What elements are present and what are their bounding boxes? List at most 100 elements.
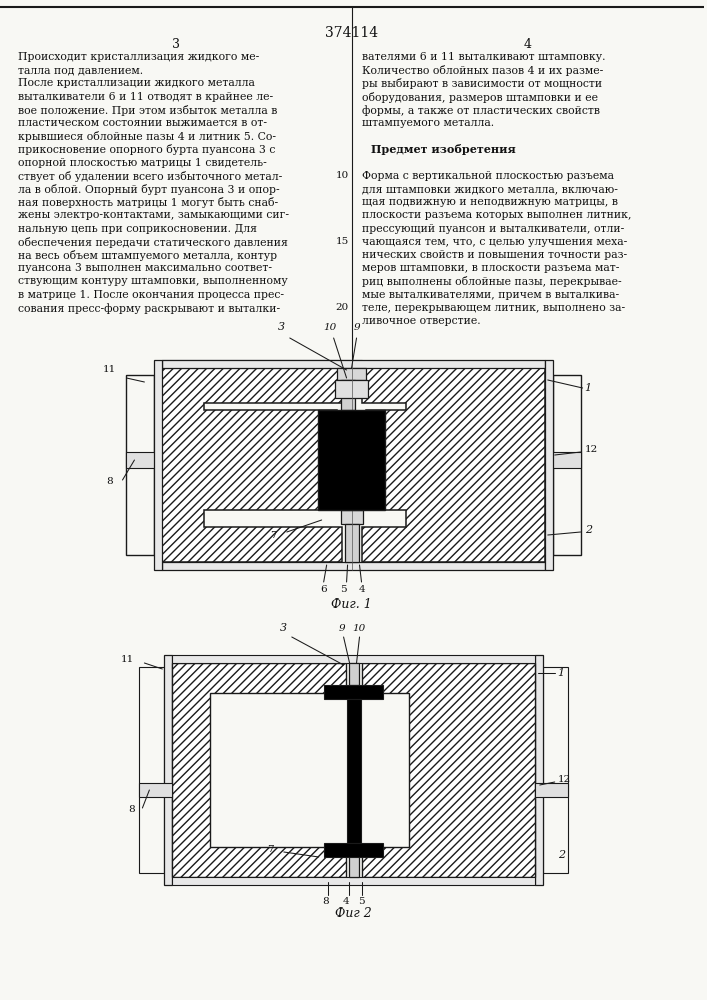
Bar [337, 368, 366, 380]
Text: Фиг. 1: Фиг. 1 [331, 598, 372, 611]
Polygon shape [361, 663, 534, 877]
Text: пуансона 3 выполнен максимально соответ-: пуансона 3 выполнен максимально соответ- [18, 263, 272, 273]
Text: 2: 2 [585, 525, 592, 535]
Text: 4: 4 [358, 585, 365, 594]
Text: 5: 5 [358, 897, 365, 906]
Text: 2: 2 [558, 850, 565, 860]
Text: 4: 4 [342, 897, 349, 906]
Text: 10: 10 [323, 323, 337, 332]
Text: вателями 6 и 11 выталкивают штамповку.: вателями 6 и 11 выталкивают штамповку. [361, 52, 605, 62]
Text: 5: 5 [340, 585, 347, 594]
Bar [344, 524, 358, 562]
Text: 3: 3 [280, 623, 287, 633]
Text: Фиг 2: Фиг 2 [335, 907, 372, 920]
Polygon shape [163, 368, 341, 562]
Text: После кристаллизации жидкого металла: После кристаллизации жидкого металла [18, 78, 255, 88]
Text: пластическом состоянии выжимается в от-: пластическом состоянии выжимается в от- [18, 118, 267, 128]
Text: ная поверхность матрицы 1 могут быть снаб-: ная поверхность матрицы 1 могут быть сна… [18, 197, 278, 208]
Text: 8: 8 [106, 478, 112, 487]
Text: 11: 11 [121, 656, 134, 664]
Bar [349, 855, 358, 877]
Text: Количество облойных пазов 4 и их разме-: Количество облойных пазов 4 и их разме- [361, 65, 603, 76]
Text: 8: 8 [322, 897, 329, 906]
Text: риц выполнены облойные пазы, перекрывае-: риц выполнены облойные пазы, перекрывае- [361, 276, 621, 287]
Text: Форма с вертикальной плоскостью разъема: Форма с вертикальной плоскостью разъема [361, 171, 614, 181]
Text: обеспечения передачи статического давления: обеспечения передачи статического давлен… [18, 237, 288, 248]
Text: меров штамповки, в плоскости разъема мат-: меров штамповки, в плоскости разъема мат… [361, 263, 619, 273]
Bar [341, 380, 354, 410]
Text: 374114: 374114 [325, 26, 379, 40]
Text: крывшиеся облойные пазы 4 и литник 5. Со-: крывшиеся облойные пазы 4 и литник 5. Со… [18, 131, 276, 142]
Bar [154, 360, 163, 570]
Text: ствует об удалении всего избыточного метал-: ствует об удалении всего избыточного мет… [18, 171, 282, 182]
Text: 8: 8 [128, 806, 134, 814]
Text: ла в облой. Опорный бурт пуансона 3 и опор-: ла в облой. Опорный бурт пуансона 3 и оп… [18, 184, 279, 195]
Bar [334, 380, 368, 398]
Text: 7: 7 [267, 846, 274, 854]
Text: прессующий пуансон и выталкиватели, отли-: прессующий пуансон и выталкиватели, отли… [361, 224, 624, 234]
Polygon shape [173, 663, 346, 877]
Text: ливочное отверстие.: ливочное отверстие. [361, 316, 480, 326]
Text: 9: 9 [338, 624, 345, 633]
Text: 9: 9 [354, 323, 360, 332]
Text: на весь объем штампуемого металла, контур: на весь объем штампуемого металла, конту… [18, 250, 277, 261]
Text: Происходит кристаллизация жидкого ме-: Происходит кристаллизация жидкого ме- [18, 52, 259, 62]
Bar [545, 452, 580, 468]
Text: ствующим контуру штамповки, выполненному: ствующим контуру штамповки, выполненному [18, 276, 288, 286]
Text: 4: 4 [524, 38, 532, 51]
Text: нических свойств и повышения точности раз-: нических свойств и повышения точности ра… [361, 250, 626, 260]
Text: нальную цепь при соприкосновении. Для: нальную цепь при соприкосновении. Для [18, 224, 257, 234]
Bar [163, 360, 545, 368]
Bar [163, 360, 361, 368]
Text: 3: 3 [173, 38, 180, 51]
Text: щая подвижную и неподвижную матрицы, в: щая подвижную и неподвижную матрицы, в [361, 197, 617, 207]
Text: 12: 12 [558, 776, 571, 784]
Bar [164, 655, 173, 885]
Text: выталкиватели 6 и 11 отводят в крайнее ле-: выталкиватели 6 и 11 отводят в крайнее л… [18, 92, 273, 102]
Bar [534, 783, 568, 797]
Bar [139, 783, 173, 797]
Text: 12: 12 [585, 446, 598, 454]
Text: талла под давлением.: талла под давлением. [18, 65, 143, 75]
Text: 10: 10 [352, 624, 365, 633]
Bar [349, 663, 358, 685]
Text: 10: 10 [335, 171, 349, 180]
Bar [543, 667, 568, 873]
Text: 1: 1 [558, 668, 565, 678]
Bar [534, 655, 543, 885]
Text: 11: 11 [103, 365, 117, 374]
Text: жены электро-контактами, замыкающими сиг-: жены электро-контактами, замыкающими сиг… [18, 210, 289, 220]
Text: 6: 6 [320, 585, 327, 594]
Bar [341, 510, 363, 524]
Bar [324, 843, 383, 857]
Text: опорной плоскостью матрицы 1 свидетель-: опорной плоскостью матрицы 1 свидетель- [18, 158, 267, 168]
Text: штампуемого металла.: штампуемого металла. [361, 118, 493, 128]
Text: ры выбирают в зависимости от мощности: ры выбирают в зависимости от мощности [361, 78, 602, 89]
Text: 20: 20 [335, 303, 349, 312]
Bar [545, 360, 553, 570]
Text: 1: 1 [585, 383, 592, 393]
Text: Предмет изобретения: Предмет изобретения [370, 144, 515, 155]
Text: оборудования, размеров штамповки и ее: оборудования, размеров штамповки и ее [361, 92, 597, 103]
Text: чающаяся тем, что, с целью улучшения меха-: чающаяся тем, что, с целью улучшения мех… [361, 237, 627, 247]
Bar [173, 877, 534, 885]
Text: вое положение. При этом избыток металла в: вое положение. При этом избыток металла … [18, 105, 277, 116]
Bar [127, 452, 163, 468]
Text: в матрице 1. После окончания процесса прес-: в матрице 1. После окончания процесса пр… [18, 290, 284, 300]
Text: теле, перекрывающем литник, выполнено за-: теле, перекрывающем литник, выполнено за… [361, 303, 625, 313]
Text: сования пресс-форму раскрывают и выталки-: сования пресс-форму раскрывают и выталки… [18, 303, 280, 314]
Bar [163, 562, 545, 570]
Text: мые выталкивателями, причем в выталкива-: мые выталкивателями, причем в выталкива- [361, 290, 619, 300]
Bar [127, 375, 154, 555]
Bar [317, 410, 385, 510]
Text: 7: 7 [270, 530, 277, 540]
Text: 3: 3 [279, 322, 286, 332]
Polygon shape [361, 368, 545, 562]
Bar [139, 667, 164, 873]
Text: плоскости разъема которых выполнен литник,: плоскости разъема которых выполнен литни… [361, 210, 631, 220]
Text: 15: 15 [335, 237, 349, 246]
Bar [173, 655, 534, 663]
Text: прикосновение опорного бурта пуансона 3 с: прикосновение опорного бурта пуансона 3 … [18, 144, 275, 155]
Bar [324, 685, 383, 699]
Text: формы, а также от пластических свойств: формы, а также от пластических свойств [361, 105, 600, 116]
